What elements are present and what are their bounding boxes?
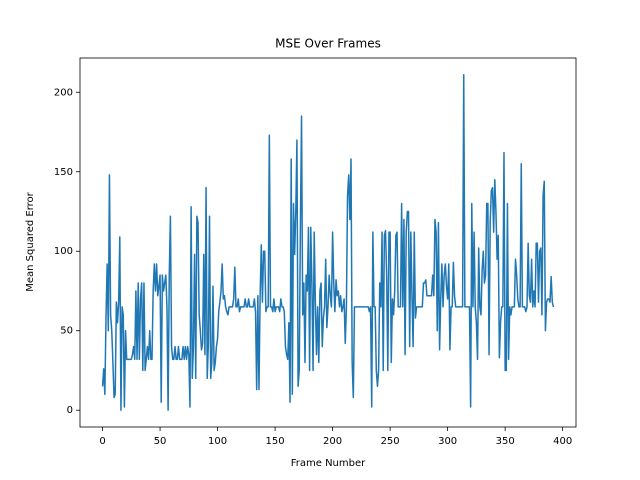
x-tick-label: 0 [99, 436, 105, 447]
x-tick-label: 350 [496, 436, 515, 447]
x-tick-label: 300 [438, 436, 457, 447]
y-axis-label: Mean Squared Error [25, 191, 36, 291]
x-tick-label: 200 [323, 436, 342, 447]
y-tick-label: 200 [54, 87, 73, 98]
x-tick-label: 150 [266, 436, 285, 447]
data-line [101, 74, 555, 411]
x-tick-label: 100 [208, 436, 227, 447]
x-tick-label: 50 [154, 436, 167, 447]
y-tick-label: 150 [54, 167, 73, 178]
x-axis-label: Frame Number [291, 458, 366, 469]
chart-title: MSE Over Frames [275, 37, 381, 51]
y-tick-label: 50 [60, 326, 73, 337]
plot-frame [79, 57, 577, 428]
x-tick-label: 250 [381, 436, 400, 447]
y-tick-label: 0 [67, 405, 73, 416]
x-tick-label: 400 [553, 436, 572, 447]
y-tick-label: 100 [54, 246, 73, 257]
